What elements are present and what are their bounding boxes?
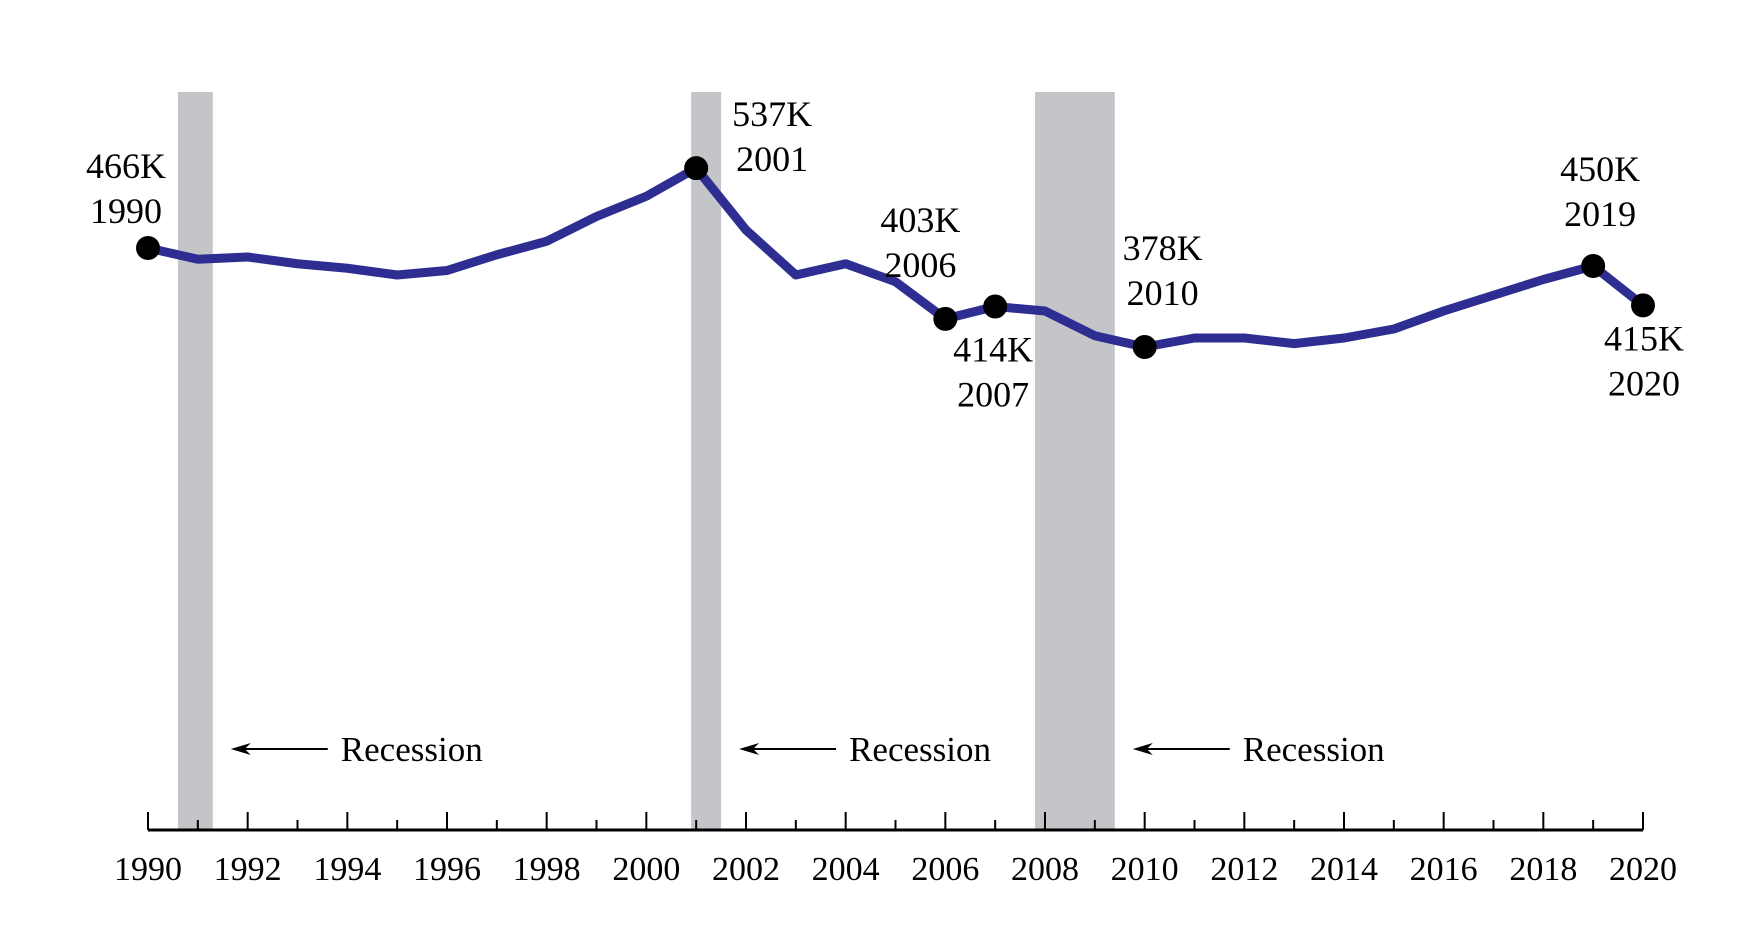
x-tick-label: 2012 [1210,851,1278,888]
x-tick-label: 2014 [1310,851,1378,888]
annotation-value: 537K [732,94,812,134]
x-tick-label: 2020 [1609,851,1677,888]
x-tick-label: 2010 [1111,851,1179,888]
annotation-value: 415K [1604,318,1684,358]
x-tick-label: 2008 [1011,851,1079,888]
annotation-year: 2007 [957,375,1029,415]
recession-label: Recession [341,730,483,769]
annotation-year: 2019 [1564,194,1636,234]
data-point-marker [1581,254,1606,278]
x-tick-label: 1994 [313,851,381,888]
annotation-value: 414K [953,330,1033,370]
annotation-year: 2010 [1127,273,1199,313]
x-tick-label: 2004 [812,851,880,888]
annotation-value: 466K [86,146,166,186]
recession-label: Recession [849,730,991,769]
annotation-year: 1990 [90,191,162,231]
series-line-path [143,163,1648,352]
annotation-year: 2006 [884,245,956,285]
recession-arrow-head [230,743,251,755]
recession-labels: Recession Recession Recession [230,730,1385,769]
annotation-year: 2020 [1608,363,1680,403]
x-tick-label: 2018 [1509,851,1577,888]
data-point-marker [983,294,1008,319]
data-annotations: 466K 1990 537K 2001 403K 2006 414K 2007 378K 2010… [86,94,1684,414]
x-tick-label: 1996 [413,851,481,888]
data-point-marker [1132,335,1157,359]
annotation-value: 378K [1123,228,1203,268]
recession-label: Recession [1243,730,1385,769]
data-point-marker [1631,293,1655,318]
recession-band [177,92,213,830]
data-point-marker [684,156,709,181]
recession-bands [177,92,1115,830]
data-point-marker [933,306,958,331]
x-tick-label: 2002 [712,851,780,888]
x-axis: 1990 1992 1994 1996 1998 2000 2002 2004 2006 2008… [114,812,1677,888]
recession-band [1035,92,1115,830]
data-point-marker [136,236,160,260]
x-tick-label: 1990 [114,851,182,888]
x-tick-label: 1998 [513,851,581,888]
recession-arrow-head [1132,743,1153,755]
x-tick-label: 1992 [214,851,282,888]
recession-arrow-head [739,743,760,755]
annotation-value: 403K [880,200,960,240]
recession-band [691,92,722,830]
annotation-value: 450K [1560,149,1640,189]
annotation-year: 2001 [736,139,808,179]
x-tick-label: 2016 [1410,851,1478,888]
x-tick-label: 2000 [612,851,680,888]
data-markers [136,156,1655,359]
x-tick-label: 2006 [911,851,979,888]
series-line [143,163,1648,352]
